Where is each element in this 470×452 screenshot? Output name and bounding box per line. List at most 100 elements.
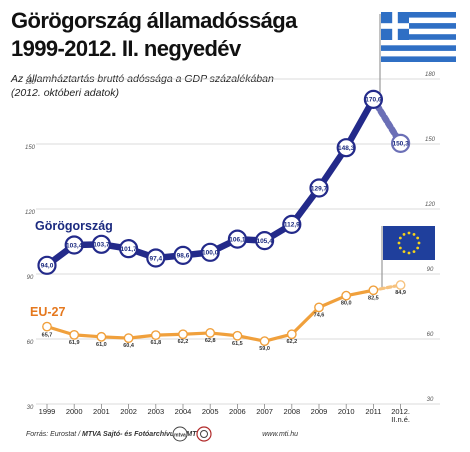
data-point-greece: [119, 239, 139, 259]
data-point-greece: [173, 245, 193, 265]
data-point-greece: [391, 133, 411, 153]
eu-star: [398, 236, 402, 240]
eu-star: [402, 250, 406, 254]
data-label-eu: 62,2: [178, 339, 189, 345]
x-tick-label: 2006: [229, 407, 246, 416]
eu-star: [407, 231, 411, 235]
data-label-eu: 61,5: [232, 341, 243, 347]
data-label-eu: 61,0: [96, 342, 107, 348]
source-footer: Forrás: Eurostat / MTVA Sajtó- és Fotóar…: [26, 431, 298, 438]
eu-star: [412, 232, 416, 236]
data-label-eu: 62,8: [205, 338, 216, 344]
archive-credit: MTVA Sajtó- és Fotóarchívum / MTI: [82, 431, 199, 438]
data-point-greece: [64, 235, 84, 255]
data-point-greece: [91, 234, 112, 254]
data-point-eu: [178, 329, 188, 340]
y-tick-label: 30: [427, 397, 434, 403]
data-point-greece: [37, 255, 57, 275]
x-tick-label: 2011: [365, 407, 381, 416]
y-tick-label: 90: [27, 275, 34, 281]
data-point-greece: [255, 231, 275, 251]
y-tick-label: 180: [25, 80, 36, 86]
data-label-greece: 112,9: [284, 222, 300, 229]
data-label-greece: 97,4: [149, 255, 162, 262]
y-tick-label: 150: [425, 137, 436, 143]
x-tick-label: 2002: [120, 407, 137, 416]
data-point-eu: [341, 290, 352, 301]
eu-star: [397, 241, 401, 245]
y-tick-label: 60: [427, 332, 434, 338]
x-tick-label: 2004: [175, 407, 192, 416]
x-tick-label: 2007: [256, 407, 273, 416]
x-tick-label: 1999: [39, 407, 56, 416]
data-point-greece: [309, 178, 329, 198]
data-label-greece: 100,0: [202, 250, 219, 257]
y-tick-label: 60: [27, 340, 34, 346]
x-tick-label: 2000: [66, 407, 83, 416]
x-tick-label: 2012. II.n.é.: [391, 407, 410, 424]
series-label-eu: EU-27: [30, 305, 65, 319]
x-tick-label: 2001: [93, 407, 110, 416]
data-label-eu: 74,6: [314, 312, 325, 318]
data-label-eu: 82,5: [368, 295, 379, 301]
data-point-eu: [395, 280, 406, 290]
page-title-period: 1999-2012. II. negyedév: [11, 36, 241, 61]
data-label-greece: 94,0: [41, 263, 54, 270]
data-point-greece: [363, 89, 383, 109]
data-label-greece: 106,1: [229, 236, 246, 243]
eu-star: [417, 241, 421, 245]
data-label-greece: 103,4: [66, 242, 83, 249]
eu-star: [416, 246, 420, 250]
data-point-eu: [69, 329, 80, 340]
data-label-eu: 60,4: [123, 343, 135, 349]
data-label-eu: 80,0: [341, 301, 352, 307]
x-axis: 1999 2000 2001 2002 2003 2004 2005 2006 2007 2008…: [39, 404, 410, 424]
data-point-greece: [200, 242, 220, 262]
data-point-greece: [146, 248, 166, 268]
eu-star: [402, 232, 406, 236]
data-label-greece: 148,3: [338, 145, 355, 152]
eu-star: [412, 250, 416, 254]
eu-star: [407, 251, 411, 255]
x-tick-label: 2010: [338, 407, 355, 416]
data-label-greece: 129,7: [311, 185, 328, 192]
data-point-eu: [286, 329, 297, 340]
series: 94,0 103,4 103,7 101,7 97,4 98,6 100,0 106,1 105…: [37, 89, 411, 352]
site-link[interactable]: www.mti.hu: [262, 431, 299, 438]
data-label-greece: 105,4: [256, 238, 273, 245]
data-point-eu: [232, 330, 243, 341]
y-tick-label: 180: [425, 72, 436, 78]
data-point-greece: [227, 229, 247, 249]
source-label: Forrás: Eurostat /: [26, 431, 81, 438]
eu-star: [398, 246, 402, 250]
y-tick-label: 90: [427, 267, 434, 273]
data-label-greece: 101,7: [120, 246, 137, 253]
data-point-greece: [282, 214, 302, 234]
chart-note: (2012. októberi adatok): [11, 87, 119, 99]
data-point-eu: [314, 302, 324, 313]
x-tick-label: 2008: [283, 407, 300, 416]
page-title: Görögország államadóssága: [11, 8, 297, 33]
data-point-eu: [42, 321, 52, 332]
x-tick-label: 2005: [202, 407, 219, 416]
x-tick-label: 2003: [147, 407, 164, 416]
data-label-greece: 150,3: [392, 141, 409, 148]
flags: [379, 12, 456, 287]
data-point-eu: [123, 333, 134, 344]
data-point-eu: [150, 330, 161, 340]
data-label-greece: 170,6: [365, 97, 382, 104]
data-label-eu: 61,8: [150, 340, 161, 346]
y-tick-label: 120: [25, 210, 36, 216]
data-point-eu: [205, 328, 216, 338]
data-label-eu: 59,0: [259, 346, 270, 352]
eu-flag-icon: [383, 226, 435, 260]
data-point-eu: [259, 336, 270, 347]
data-point-greece: [336, 138, 356, 158]
data-point-eu: [368, 285, 379, 296]
y-tick-label: 150: [25, 145, 36, 151]
data-label-greece: 103,7: [93, 242, 110, 249]
y-tick-label: 120: [425, 202, 436, 208]
data-label-eu: 62,2: [286, 339, 297, 345]
